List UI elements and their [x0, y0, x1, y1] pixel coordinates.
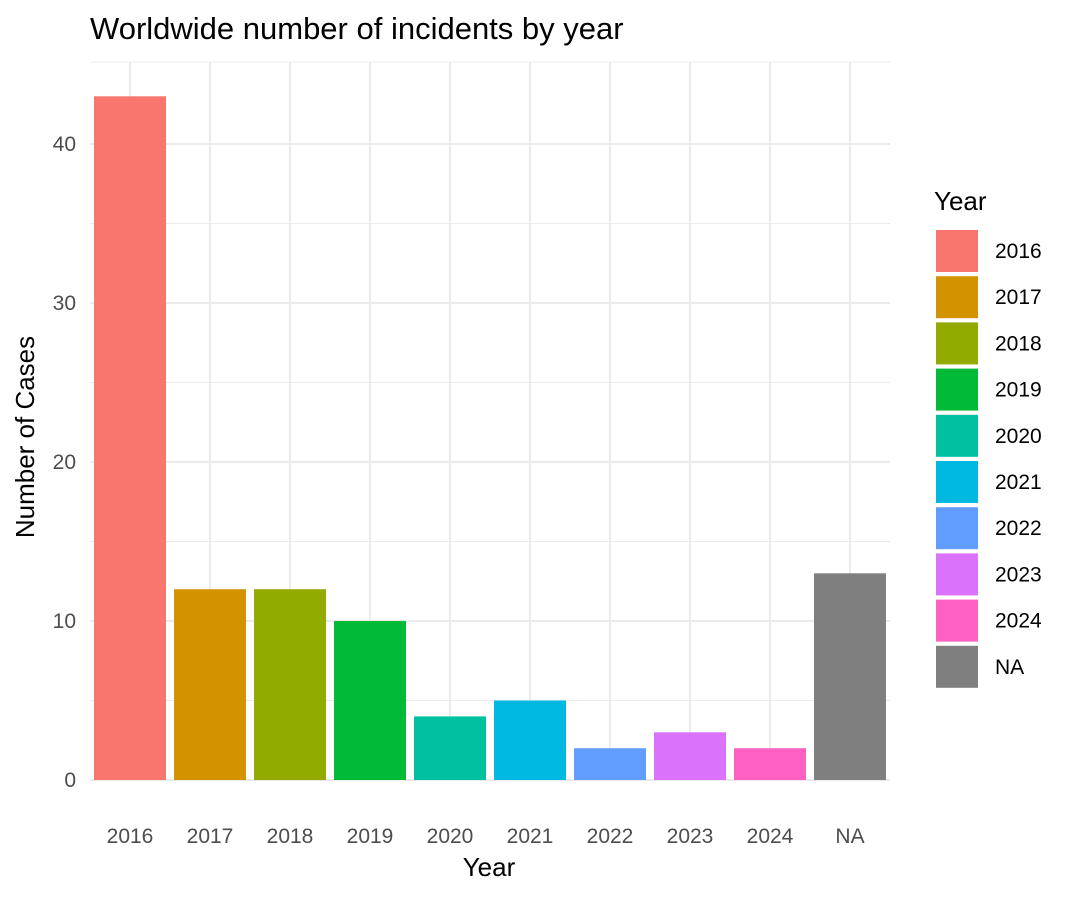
y-tick-label: 0: [64, 769, 76, 792]
x-tick-label: 2022: [587, 825, 634, 848]
x-tick-label: 2019: [347, 825, 394, 848]
bar-2020: [414, 716, 486, 780]
y-axis-ticks: 0 10 20 30 40: [53, 133, 76, 792]
x-tick-label: 2023: [667, 825, 714, 848]
y-tick-label: 30: [53, 292, 76, 315]
legend-label: 2020: [995, 425, 1042, 448]
legend-label: NA: [995, 656, 1024, 679]
legend-key: [936, 322, 978, 365]
legend-label: 2016: [995, 240, 1042, 263]
legend-label: 2017: [995, 286, 1042, 309]
y-tick-label: 40: [53, 133, 76, 156]
legend-label: 2022: [995, 517, 1042, 540]
x-axis-title: Year: [463, 852, 516, 882]
x-tick-label: 2018: [267, 825, 314, 848]
x-axis-ticks: 2016 2017 2018 2019 2020 2021 2022 2023 2024 NA: [107, 825, 865, 848]
y-tick-label: 10: [53, 610, 76, 633]
bar-2022: [574, 748, 646, 780]
legend-title: Year: [934, 186, 987, 216]
chart-title: Worldwide number of incidents by year: [90, 11, 624, 46]
legend: Year 2016 2017 2018 2019 2020 2021 2022 2023 202…: [934, 186, 1042, 688]
x-tick-label: 2021: [507, 825, 554, 848]
legend-key: [936, 414, 978, 457]
x-tick-label: 2017: [187, 825, 234, 848]
bar-2017: [174, 589, 246, 780]
y-axis-title: Number of Cases: [10, 336, 40, 538]
legend-label: 2018: [995, 332, 1042, 355]
bar-2021: [494, 700, 566, 780]
legend-label: 2023: [995, 563, 1042, 586]
legend-key: [936, 553, 978, 596]
legend-label: 2019: [995, 379, 1042, 402]
legend-key: [936, 507, 978, 550]
bar-na: [814, 573, 886, 780]
legend-key: [936, 461, 978, 503]
legend-key: [936, 599, 978, 642]
legend-label: 2021: [995, 471, 1042, 494]
legend-key: [936, 230, 978, 272]
legend-key: [936, 276, 978, 319]
x-tick-label: 2016: [107, 825, 154, 848]
x-tick-label: 2024: [747, 825, 794, 848]
bar-2023: [654, 732, 726, 780]
legend-key: [936, 368, 978, 411]
y-tick-label: 20: [53, 451, 76, 474]
bar-2024: [734, 748, 806, 780]
bars: [94, 96, 886, 781]
legend-key: [936, 645, 978, 688]
x-tick-label: NA: [835, 825, 864, 848]
x-tick-label: 2020: [427, 825, 474, 848]
legend-label: 2024: [995, 610, 1042, 633]
bar-2016: [94, 96, 166, 781]
bar-2018: [254, 589, 326, 780]
bar-2019: [334, 621, 406, 780]
